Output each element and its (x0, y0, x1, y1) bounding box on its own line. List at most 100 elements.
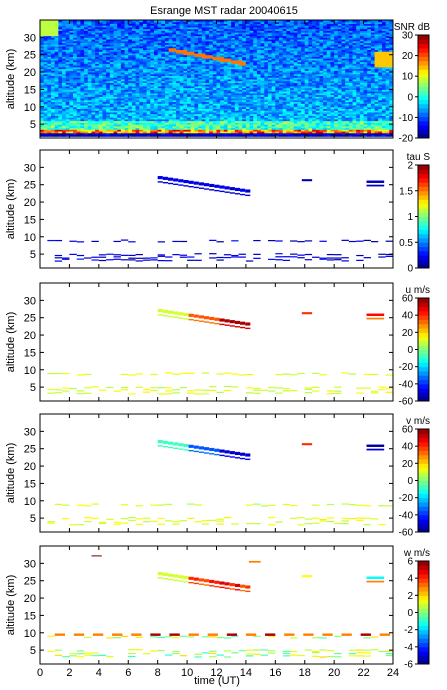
snr-cell (172, 75, 177, 78)
snr-cell (297, 37, 302, 40)
snr-cell (290, 40, 295, 44)
snr-cell (267, 113, 273, 116)
snr-cell (220, 94, 225, 97)
snr-cell (264, 82, 269, 85)
snr-cell (227, 98, 232, 101)
snr-cell (40, 105, 45, 108)
snr-cell (201, 80, 206, 83)
snr-cell (80, 131, 85, 134)
snr-cell (282, 101, 287, 104)
snr-cell (47, 96, 52, 99)
snr-cell (249, 51, 254, 54)
snr-cell (65, 131, 70, 134)
snr-cell (142, 108, 148, 111)
snr-cell (51, 33, 56, 37)
snr-cell (212, 77, 217, 80)
snr-cell (198, 117, 203, 120)
snr-cell (194, 66, 199, 70)
snr-cell (249, 110, 254, 113)
snr-cell (153, 52, 159, 56)
snr-cell (216, 52, 221, 56)
snr-cell (69, 56, 74, 59)
snr-cell (227, 110, 232, 113)
snr-cell (216, 99, 221, 103)
snr-cell (146, 84, 151, 87)
snr-cell (190, 120, 195, 123)
snr-cell (54, 132, 59, 136)
snr-cell (242, 127, 247, 130)
snr-cell (245, 98, 251, 101)
snr-cell (43, 129, 48, 132)
snr-cell (109, 124, 115, 127)
snr-cell (161, 56, 166, 59)
snr-cell (157, 82, 162, 85)
snr-cell (161, 52, 166, 56)
snr-cell (172, 84, 177, 87)
snr-cell (223, 33, 229, 37)
snr-cell (150, 91, 155, 94)
snr-cell (253, 75, 258, 78)
snr-cell (220, 87, 225, 90)
snr-cell (168, 122, 173, 125)
snr-cell (286, 118, 291, 122)
snr-cell (58, 56, 63, 59)
snr-cell (54, 91, 59, 94)
snr-cell (297, 132, 302, 136)
snr-cell (113, 73, 118, 77)
snr-cell (231, 70, 236, 73)
snr-cell (76, 79, 81, 82)
snr-cell (260, 79, 265, 82)
snr-cell (312, 89, 317, 92)
snr-cell (40, 127, 45, 130)
snr-cell (84, 47, 89, 50)
snr-cell (279, 118, 284, 122)
snr-cell (304, 70, 309, 73)
snr-cell (198, 72, 203, 75)
snr-cell (179, 52, 184, 56)
snr-cell (113, 63, 118, 66)
snr-cell (282, 28, 287, 31)
snr-cell (54, 125, 59, 129)
snr-cell (183, 80, 188, 83)
snr-cell (267, 98, 273, 101)
snr-cell (87, 132, 92, 136)
snr-cell (150, 52, 155, 56)
snr-cell (187, 115, 192, 118)
snr-cell (102, 42, 107, 45)
snr-cell (113, 92, 118, 96)
snr-cell (124, 23, 129, 26)
snr-cell (54, 21, 59, 24)
snr-cell (47, 92, 52, 96)
snr-cell (113, 101, 118, 104)
snr-cell (102, 30, 107, 33)
snr-cell (194, 92, 199, 96)
snr-cell (256, 118, 262, 122)
snr-cell (87, 33, 92, 37)
snr-cell (43, 96, 48, 99)
snr-cell (304, 30, 309, 33)
snr-cell (40, 99, 45, 103)
snr-cell (290, 72, 295, 75)
snr-cell (146, 32, 151, 35)
snr-cell (69, 117, 74, 120)
snr-cell (128, 21, 133, 24)
snr-cell (201, 70, 206, 73)
snr-cell (150, 72, 155, 75)
snr-cell (231, 72, 236, 75)
snr-cell (223, 99, 229, 103)
snr-cell (62, 118, 67, 122)
snr-cell (198, 25, 203, 28)
snr-cell (161, 99, 166, 103)
snr-cell (113, 122, 118, 125)
snr-cell (245, 54, 251, 57)
snr-cell (253, 37, 258, 40)
snr-cell (260, 51, 265, 54)
snr-cell (267, 39, 273, 42)
snr-cell (47, 117, 52, 120)
snr-cell (131, 131, 137, 134)
snr-cell (253, 124, 258, 127)
snr-cell (187, 111, 192, 115)
snr-cell (301, 66, 306, 70)
snr-cell (142, 94, 148, 97)
snr-cell (102, 122, 107, 125)
